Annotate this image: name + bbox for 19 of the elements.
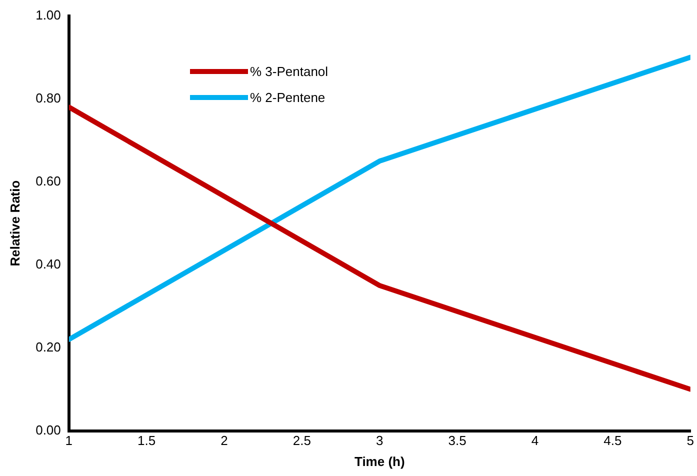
x-tick-label: 5: [686, 433, 694, 448]
y-tick-label: 0.00: [36, 422, 61, 438]
x-tick-label: 3: [376, 433, 384, 448]
y-tick-label: 1.00: [36, 7, 61, 22]
y-tick-label: 0.60: [36, 173, 61, 188]
x-tick-label: 4: [531, 433, 539, 448]
x-tick-label: 4.5: [604, 433, 622, 448]
x-tick-label: 2: [220, 433, 228, 448]
x-tick-label: 1: [65, 433, 73, 448]
y-tick-label: 0.80: [36, 90, 61, 106]
y-tick-label: 0.20: [36, 339, 61, 354]
x-tick-label: 3.5: [448, 433, 466, 448]
legend-label: % 2-Pentene: [250, 90, 326, 104]
y-axis-title: Relative Ratio: [7, 180, 22, 266]
x-tick-label: 1.5: [138, 433, 156, 448]
legend-label: % 3-Pentanol: [250, 64, 328, 78]
y-tick-label: 0.40: [36, 256, 61, 272]
x-tick-label: 2.5: [292, 433, 311, 448]
x-axis-title: Time (h): [354, 454, 405, 469]
